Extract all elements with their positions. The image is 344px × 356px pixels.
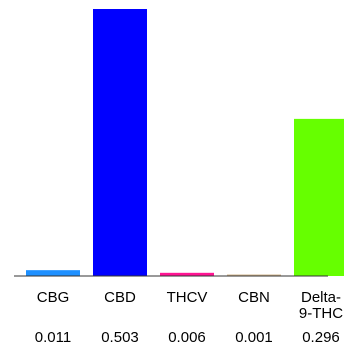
category-label-cbg: CBG	[36, 289, 70, 306]
bar-cbd	[93, 9, 147, 276]
value-label-cbd: 0.503	[101, 329, 139, 346]
category-label-cbd: CBD	[104, 289, 136, 306]
bar-cbn	[227, 274, 281, 276]
value-label-cbg: 0.011	[34, 329, 72, 346]
bar-thcv	[160, 272, 214, 276]
category-label-cbn: CBN	[238, 289, 270, 306]
bar-cbg	[26, 270, 80, 276]
category-label-thcv: THCV	[166, 289, 208, 306]
bars-group	[26, 9, 344, 277]
value-label-delta-9-thc: 0.296	[302, 329, 340, 346]
bar-delta-9-thc	[294, 118, 344, 277]
value-label-thcv: 0.006	[168, 329, 206, 346]
category-label-delta-9-thc: Delta- 9-THC	[298, 289, 344, 322]
value-label-cbn: 0.001	[235, 329, 273, 346]
